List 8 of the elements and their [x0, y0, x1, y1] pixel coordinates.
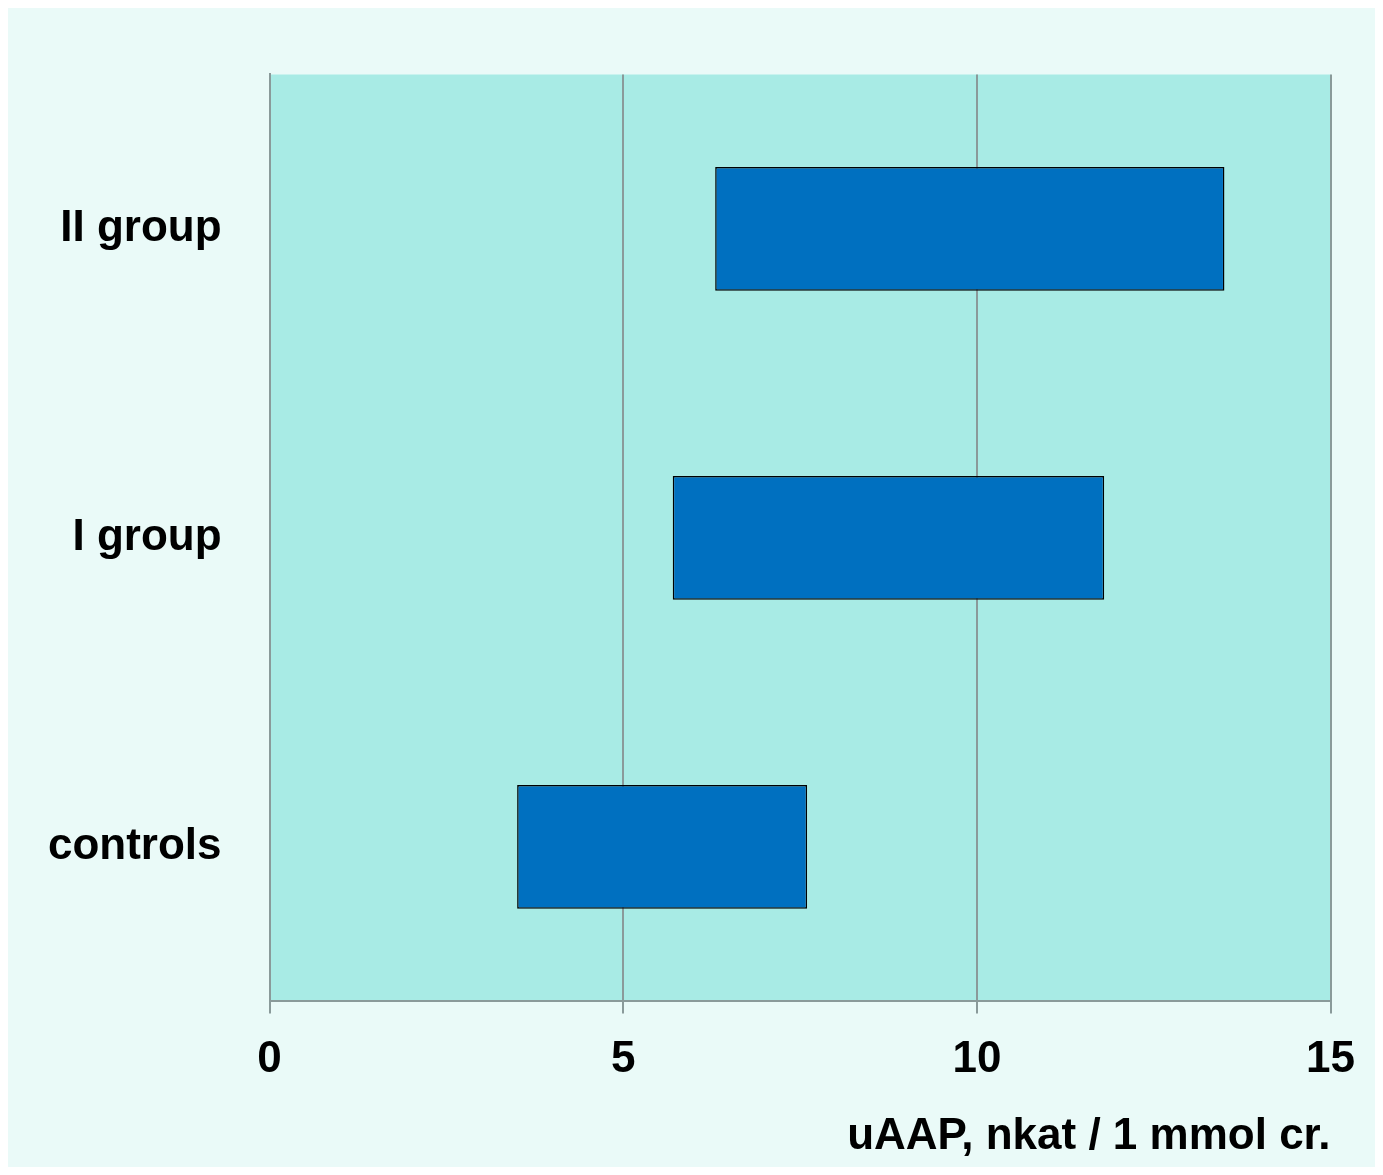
- x-tick-label: 5: [610, 1031, 636, 1081]
- y-tick-label: I group: [72, 510, 222, 560]
- x-tick-label: 0: [257, 1031, 282, 1081]
- x-tick-label: 10: [952, 1031, 1002, 1081]
- y-tick-label: controls: [47, 819, 222, 869]
- x-tick-label: 15: [1306, 1031, 1356, 1081]
- x-axis-title: uAAP, nkat / 1 mmol cr.: [847, 1108, 1331, 1158]
- y-tick-label: II group: [60, 201, 222, 251]
